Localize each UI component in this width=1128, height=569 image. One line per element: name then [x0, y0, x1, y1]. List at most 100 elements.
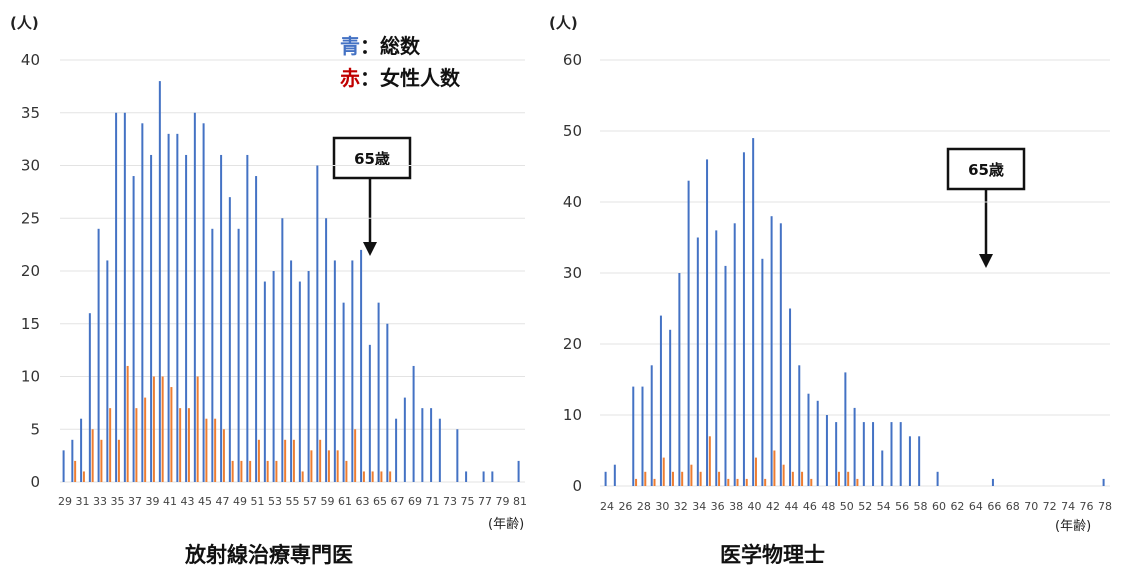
left-bar-total: [150, 154, 153, 482]
left-bar-total: [395, 418, 398, 482]
left-xtick-label: 57: [303, 495, 317, 508]
right-bar-total: [752, 138, 755, 486]
left-xtick-label: 63: [356, 495, 370, 508]
right-bar-female: [773, 450, 776, 486]
legend-total-label: 総数: [380, 34, 421, 58]
right-ytick-label: 0: [572, 477, 582, 495]
right-bar-total: [669, 329, 672, 486]
left-bar-total: [290, 260, 293, 482]
right-bar-total: [632, 386, 635, 486]
left-bar-total: [255, 176, 258, 483]
right-bar-female: [736, 478, 739, 486]
left-xtick-label: 49: [233, 495, 247, 508]
right-ytick-label: 40: [563, 193, 582, 211]
left-bar-female: [310, 450, 313, 482]
left-bar-female: [144, 397, 147, 482]
left-bar-total: [386, 323, 389, 482]
right-xtick-label: 24: [600, 500, 614, 513]
right-bar-female: [764, 478, 767, 486]
left-ytick-label: 5: [30, 420, 40, 438]
left-bar-total: [272, 271, 275, 482]
right-bar-total: [890, 422, 893, 486]
left-xtick-label: 35: [111, 495, 125, 508]
right-xtick-label: 52: [858, 500, 872, 513]
right-bar-total: [1102, 478, 1105, 486]
left-bar-total: [456, 429, 459, 482]
right-bar-female: [847, 471, 850, 486]
right-xtick-label: 50: [840, 500, 854, 513]
left-xtick-label: 77: [478, 495, 492, 508]
left-bar-female: [179, 408, 182, 482]
left-xtick-label: 59: [321, 495, 335, 508]
right-xtick-label: 44: [784, 500, 798, 513]
right-bar-total: [899, 422, 902, 486]
left-bar-female: [117, 439, 120, 482]
left-bar-female: [336, 450, 339, 482]
right-bar-total: [862, 422, 865, 486]
left-xtick-label: 39: [146, 495, 160, 508]
left-xtick-label: 75: [461, 495, 475, 508]
right-bar-total: [816, 400, 819, 486]
right-annotation: 65歳: [946, 147, 1026, 268]
left-bar-total: [465, 471, 468, 482]
right-xtick-label: 46: [803, 500, 817, 513]
right-bar-total: [853, 407, 856, 486]
right-bar-female: [653, 478, 656, 486]
right-xtick-label: 76: [1080, 500, 1094, 513]
right-xtick-label: 56: [895, 500, 909, 513]
left-bar-total: [351, 260, 354, 482]
left-xtick-label: 29: [58, 495, 72, 508]
right-bar-total: [936, 471, 939, 486]
left-bar-total: [421, 408, 424, 482]
right-ytick-label: 60: [563, 51, 582, 69]
legend-female: 赤：女性人数: [340, 66, 461, 90]
right-bar-total: [604, 471, 607, 486]
left-bar-female: [327, 450, 330, 482]
right-xtick-label: 48: [821, 500, 835, 513]
left-annotation-box: [332, 136, 412, 180]
left-bar-female: [161, 376, 164, 482]
right-bar-total: [770, 216, 773, 486]
right-bar-total: [659, 315, 662, 486]
right-bar-female: [754, 457, 757, 486]
left-bar-female: [196, 376, 199, 482]
left-ytick-label: 40: [21, 51, 40, 69]
right-xtick-label: 38: [729, 500, 743, 513]
legend-total: 青：総数: [340, 34, 421, 58]
right-bar-female: [690, 464, 693, 486]
left-bar-female: [266, 460, 269, 482]
left-bar-total: [403, 397, 406, 482]
right-bar-female: [644, 471, 647, 486]
left-xtick-label: 79: [496, 495, 510, 508]
right-xtick-label: 40: [748, 500, 762, 513]
right-bar-female: [671, 471, 674, 486]
right-bar-total: [678, 273, 681, 486]
left-bar-female: [275, 460, 278, 482]
left-bar-female: [82, 471, 85, 482]
right-xtick-label: 66: [987, 500, 1001, 513]
left-xtick-label: 69: [408, 495, 422, 508]
right-xtick-label: 64: [969, 500, 983, 513]
right-bar-female: [856, 478, 859, 486]
right-bar-total: [835, 422, 838, 486]
left-bar-female: [380, 471, 383, 482]
left-ytick-label: 0: [30, 473, 40, 491]
left-bar-female: [135, 408, 138, 482]
right-xtick-label: 34: [692, 500, 706, 513]
left-bar-total: [246, 154, 249, 482]
left-bar-total: [88, 313, 91, 482]
left-ytick-label: 35: [21, 104, 40, 122]
left-bar-total: [193, 112, 196, 482]
right-bar-total: [789, 308, 792, 486]
right-bar-total: [991, 478, 994, 486]
left-bar-female: [214, 418, 217, 482]
right-annotation-arrowhead: [979, 254, 993, 268]
left-bar-total: [360, 249, 363, 482]
right-xtick-label: 58: [914, 500, 928, 513]
left-bar-female: [389, 471, 392, 482]
left-bar-female: [74, 460, 77, 482]
left-bar-total: [167, 133, 170, 482]
left-bar-total: [298, 281, 301, 482]
